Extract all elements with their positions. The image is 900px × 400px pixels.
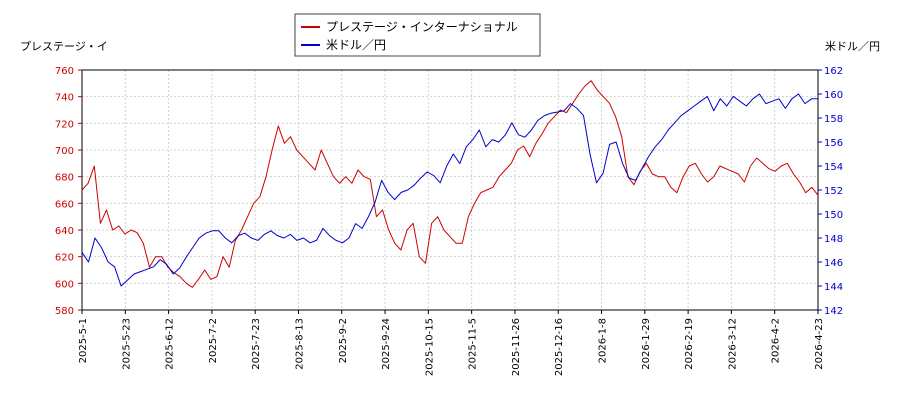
legend-label-price: プレステージ・インターナショナル <box>326 20 518 34</box>
left-axis-ticks: 580 600 620 640 660 680 700 720 740 760 <box>55 66 82 317</box>
right-tick-label: 146 <box>824 258 843 269</box>
x-tick-label: 2025-8-13 <box>294 318 305 370</box>
x-tick-label: 2025-7-23 <box>251 318 262 370</box>
x-tick-label: 2026-3-12 <box>727 318 738 370</box>
x-tick-label: 2026-2-19 <box>684 318 695 370</box>
right-tick-label: 148 <box>824 234 843 245</box>
right-tick-label: 156 <box>824 138 843 149</box>
plot-area <box>81 69 819 311</box>
x-tick-label: 2025-5-23 <box>121 318 132 370</box>
series-layer <box>81 80 819 288</box>
x-tick-label: 2025-11-26 <box>511 318 522 376</box>
right-tick-label: 150 <box>824 210 843 221</box>
x-tick-label: 2026-4-2 <box>771 318 782 363</box>
right-tick-label: 142 <box>824 306 843 317</box>
legend-label-usdjpy: 米ドル／円 <box>326 38 386 52</box>
x-tick-label: 2025-7-2 <box>208 318 219 363</box>
gridlines <box>81 69 819 311</box>
usdjpy-series-line <box>81 93 818 287</box>
left-tick-label: 600 <box>55 279 74 290</box>
left-tick-label: 720 <box>55 119 74 130</box>
right-axis-title: 米ドル／円 <box>825 40 880 53</box>
right-tick-label: 160 <box>824 90 843 101</box>
legend: プレステージ・インターナショナル 米ドル／円 <box>294 13 541 57</box>
x-tick-label: 2025-9-24 <box>381 318 392 370</box>
left-tick-label: 640 <box>55 226 74 237</box>
left-axis-title: プレステージ・イ <box>20 40 108 53</box>
right-tick-label: 162 <box>824 66 843 77</box>
left-tick-label: 700 <box>55 146 74 157</box>
x-tick-label: 2025-12-16 <box>554 318 565 376</box>
right-tick-label: 154 <box>824 162 843 173</box>
x-tick-label: 2026-1-29 <box>641 318 652 370</box>
right-axis-ticks: 142 144 146 148 150 152 154 156 158 160 162 <box>818 66 843 317</box>
left-tick-label: 620 <box>55 253 74 264</box>
x-tick-label: 2025-6-12 <box>165 318 176 370</box>
legend-box <box>294 13 541 57</box>
left-tick-label: 740 <box>55 93 74 104</box>
right-tick-label: 152 <box>824 186 843 197</box>
x-tick-label: 2026-1-8 <box>598 318 609 363</box>
left-tick-label: 680 <box>55 173 74 184</box>
left-tick-label: 580 <box>55 306 74 317</box>
right-tick-label: 144 <box>824 282 843 293</box>
x-tick-label: 2025-10-15 <box>424 318 435 376</box>
x-axis-ticks: 2025-5-1 2025-5-23 2025-6-12 2025-7-2 2025-7… <box>78 310 825 376</box>
x-tick-label: 2025-11-5 <box>468 318 479 370</box>
right-tick-label: 158 <box>824 114 843 125</box>
price-series-line <box>81 80 819 288</box>
left-tick-label: 760 <box>55 66 74 77</box>
x-tick-label: 2025-5-1 <box>78 318 89 363</box>
x-tick-label: 2026-4-23 <box>814 318 825 370</box>
left-tick-label: 660 <box>55 199 74 210</box>
x-tick-label: 2025-9-2 <box>338 318 349 363</box>
